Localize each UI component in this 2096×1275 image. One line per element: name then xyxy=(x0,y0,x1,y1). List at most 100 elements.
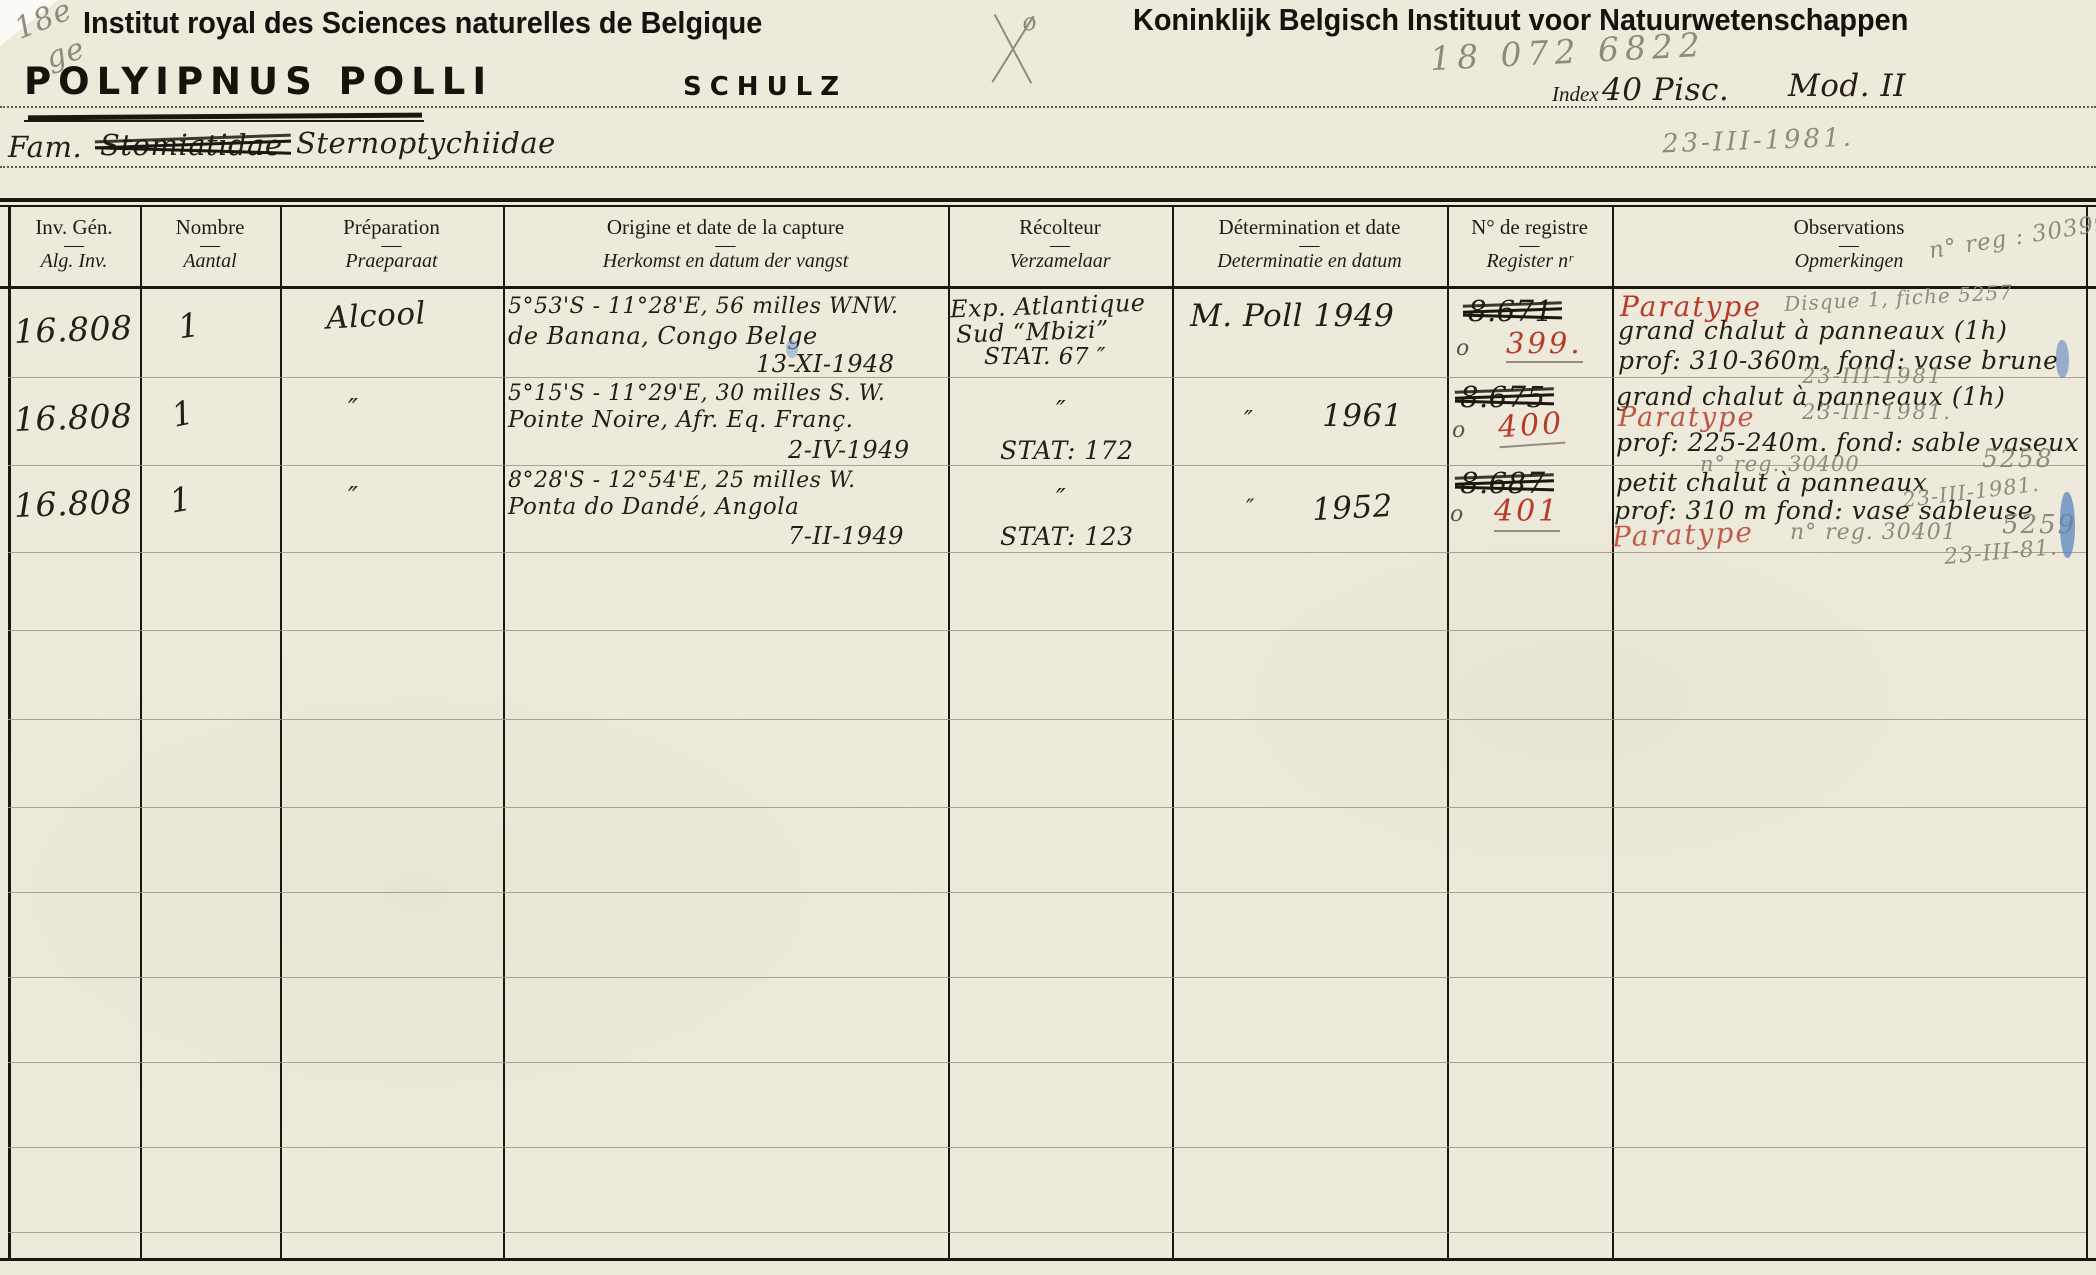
header-fr: Préparation xyxy=(343,215,440,239)
header-dash: — xyxy=(200,234,220,256)
header-nl: Register nʳ xyxy=(1486,250,1573,272)
cell-origine-line1: 5°15'S - 11°29'E, 30 milles S. W. xyxy=(508,381,886,406)
header-dash: — xyxy=(64,234,84,256)
cell-origine-date: 7-II-1949 xyxy=(788,522,905,550)
obs-pencil-note2: n° reg. 30400 xyxy=(1700,452,1860,476)
obs-line1: petit chalut à panneaux xyxy=(1616,468,1928,497)
cell-origine-line2: Pointe Noire, Afr. Eq. Franç. xyxy=(508,407,854,433)
column-header-inv: Inv. Gén. — Alg. Inv. xyxy=(8,215,140,273)
registre-old-text: 8.675 xyxy=(1460,380,1546,414)
obs-paratype: Paratype xyxy=(1611,515,1755,554)
column-header-origine: Origine et date de la capture — Herkomst… xyxy=(503,215,948,273)
registre-circle-mark: o xyxy=(1456,336,1470,361)
cell-inv: 16.808 xyxy=(13,481,134,526)
cell-qty: 1 xyxy=(166,478,195,521)
header-nl: Determinatie en datum xyxy=(1217,250,1402,272)
header-nl: Verzamelaar xyxy=(1009,250,1111,272)
obs-pencil-note2: 23-III-1981 xyxy=(1802,364,1944,388)
cell-recolteur-ditto: ″ xyxy=(1056,484,1067,514)
registre-new-text: 399. xyxy=(1506,326,1583,363)
registre-circle-mark: o xyxy=(1452,418,1466,443)
cell-preparation: Alcool xyxy=(325,295,427,337)
cell-recolteur-stat: STAT: 123 xyxy=(1000,522,1134,551)
cell-origine-line2: de Banana, Congo Belge xyxy=(508,322,818,350)
obs-line2: prof: 225-240m. fond: sable vaseux xyxy=(1616,428,2080,457)
registre-new-text: 401 xyxy=(1494,494,1561,532)
species-ruled-line xyxy=(0,106,2096,108)
cell-registre-old: 8.671 xyxy=(1468,294,1554,328)
species-name: POLYIPNUS POLLI xyxy=(24,60,494,103)
family-ruled-line xyxy=(0,166,2096,168)
obs-line1: grand chalut à panneaux (1h) xyxy=(1616,382,2006,411)
header-nl: Praeparaat xyxy=(345,250,438,272)
header-fr: Observations xyxy=(1793,215,1905,239)
cell-qty: 1 xyxy=(168,392,198,435)
institution-title-nl: Koninklijk Belgisch Instituut voor Natuu… xyxy=(1133,2,1909,37)
cell-registre-new: 399. xyxy=(1506,326,1583,363)
ink-stain xyxy=(2056,340,2069,378)
cell-registre-new: 401 xyxy=(1494,494,1561,532)
cell-origine-date: 2-IV-1949 xyxy=(788,436,910,464)
obs-pencil-note2: n° reg. 30401 xyxy=(1790,520,1957,545)
cell-determination-ditto: ″ xyxy=(1246,496,1255,521)
family-label: Fam. xyxy=(8,130,83,164)
index-value: 40 Pisc. xyxy=(1602,72,1730,108)
institution-title-fr: Institut royal des Sciences naturelles d… xyxy=(83,5,763,40)
cell-determination-ditto: ″ xyxy=(1244,406,1254,434)
header-fr: Origine et date de la capture xyxy=(606,215,845,239)
cell-determination: M. Poll 1949 xyxy=(1190,298,1395,334)
family-old-name: Stomiatidae xyxy=(100,128,283,162)
header-nl: Aantal xyxy=(183,250,237,272)
obs-pencil-note3: 5258 xyxy=(1982,444,2054,473)
header-dash: — xyxy=(715,234,736,256)
obs-paratype: Paratype xyxy=(1618,402,1756,433)
column-header-nombre: Nombre — Aantal xyxy=(140,215,280,273)
cell-recolteur-line3: STAT. 67 ″ xyxy=(984,344,1106,370)
header-fr: Récolteur xyxy=(1019,215,1101,239)
obs-line2: prof: 310 m fond: vase sableuse xyxy=(1614,496,2034,525)
header-dash: — xyxy=(1050,234,1070,256)
corner-tear xyxy=(0,0,58,46)
header-fr: Détermination et date xyxy=(1218,215,1401,239)
registre-circle-mark: o xyxy=(1450,502,1464,527)
cell-registre-new: 400 xyxy=(1496,405,1566,449)
cell-qty: 1 xyxy=(175,304,203,347)
obs-line1: grand chalut à panneaux (1h) xyxy=(1618,316,2008,345)
family-old-name-text: Stomiatidae xyxy=(100,128,283,162)
ink-stain xyxy=(786,340,798,358)
cell-origine-line1: 5°53'S - 11°28'E, 56 milles WNW. xyxy=(508,294,899,319)
column-header-observations: Observations — Opmerkingen xyxy=(1612,215,2086,273)
header-dash: — xyxy=(1519,234,1540,256)
model-value: Mod. II xyxy=(1788,68,1906,104)
obs-paratype: Paratype xyxy=(1620,290,1762,323)
species-author: SCHULZ xyxy=(683,72,848,102)
cell-registre-old: 8.687 xyxy=(1460,466,1546,500)
cell-preparation: ″ xyxy=(348,394,359,425)
obs-pencil-note1: 23-III-1981. xyxy=(1802,400,1952,424)
cell-recolteur-stat: STAT: 172 xyxy=(1000,436,1134,465)
cell-determination-year: 1961 xyxy=(1322,398,1403,434)
header-fr: N° de registre xyxy=(1471,215,1588,239)
header-nl: Alg. Inv. xyxy=(40,250,108,272)
cell-registre-old: 8.675 xyxy=(1460,380,1546,414)
header-nl: Herkomst en datum der vangst xyxy=(602,250,849,272)
obs-line2: prof: 310-360m. fond: vase brune xyxy=(1618,346,2059,375)
species-underline-2 xyxy=(24,120,424,122)
cell-origine-date: 13-XI-1948 xyxy=(756,350,895,378)
column-header-preparation: Préparation — Praeparaat xyxy=(280,215,503,273)
cell-inv: 16.808 xyxy=(13,307,134,352)
registre-old-text: 8.671 xyxy=(1468,294,1554,328)
header-dash: — xyxy=(381,234,402,256)
family-new-name: Sternoptychiidae xyxy=(296,126,556,160)
cell-origine-line2: Ponta do Dandé, Angola xyxy=(508,494,800,520)
cell-inv: 16.808 xyxy=(13,395,134,440)
header-fr: Nombre xyxy=(175,215,245,239)
cell-recolteur-ditto: ″ xyxy=(1056,396,1067,426)
ink-stain xyxy=(2060,492,2075,558)
cell-origine-line1: 8°28'S - 12°54'E, 25 milles W. xyxy=(508,468,856,493)
header-nl: Opmerkingen xyxy=(1794,250,1904,272)
header-fr: Inv. Gén. xyxy=(35,215,113,239)
registre-old-text: 8.687 xyxy=(1460,466,1546,500)
cell-determination-year: 1952 xyxy=(1311,487,1394,529)
